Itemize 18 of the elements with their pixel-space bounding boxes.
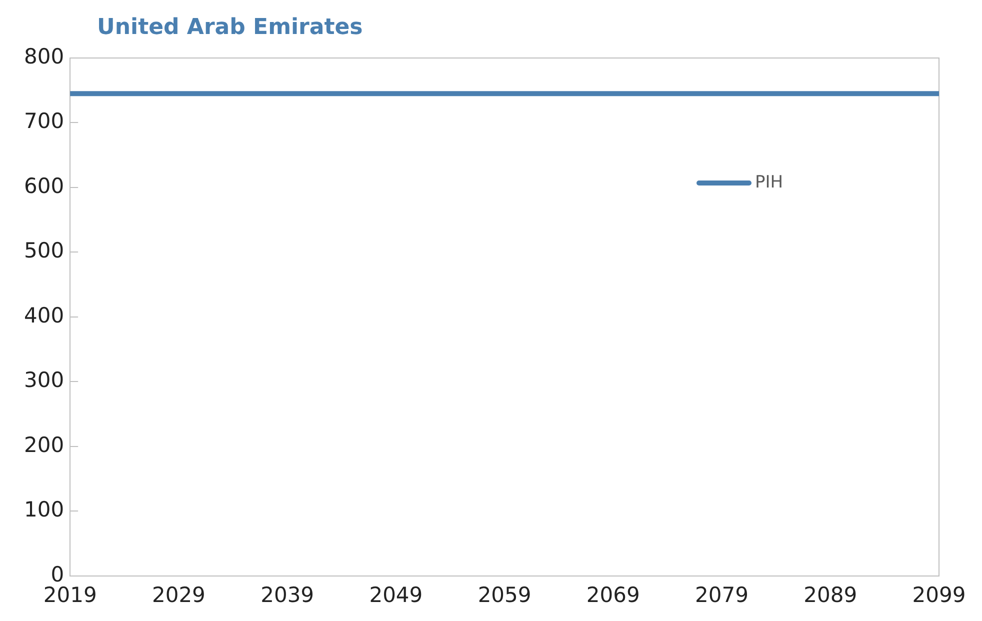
y-tick-label: 600 xyxy=(24,174,64,198)
y-tick-label: 300 xyxy=(24,368,64,392)
legend-label: PIH xyxy=(755,172,784,192)
x-tick-label: 2099 xyxy=(912,582,966,607)
x-tick-label: 2089 xyxy=(804,582,858,607)
x-tick-label: 2029 xyxy=(152,582,206,607)
chart-title: United Arab Emirates xyxy=(97,15,363,40)
y-tick-label: 500 xyxy=(24,238,64,263)
x-tick-label: 2059 xyxy=(478,582,532,607)
y-tick-label: 700 xyxy=(24,109,64,134)
x-tick-label: 2079 xyxy=(695,582,748,607)
y-tick-label: 100 xyxy=(24,498,64,522)
y-tick-label: 800 xyxy=(24,44,64,68)
y-tick-label: 200 xyxy=(24,432,64,457)
x-tick-label: 2069 xyxy=(586,582,640,607)
x-tick-label: 2039 xyxy=(260,582,314,607)
y-tick-label: 400 xyxy=(24,303,64,328)
x-tick-label: 2049 xyxy=(369,582,423,607)
